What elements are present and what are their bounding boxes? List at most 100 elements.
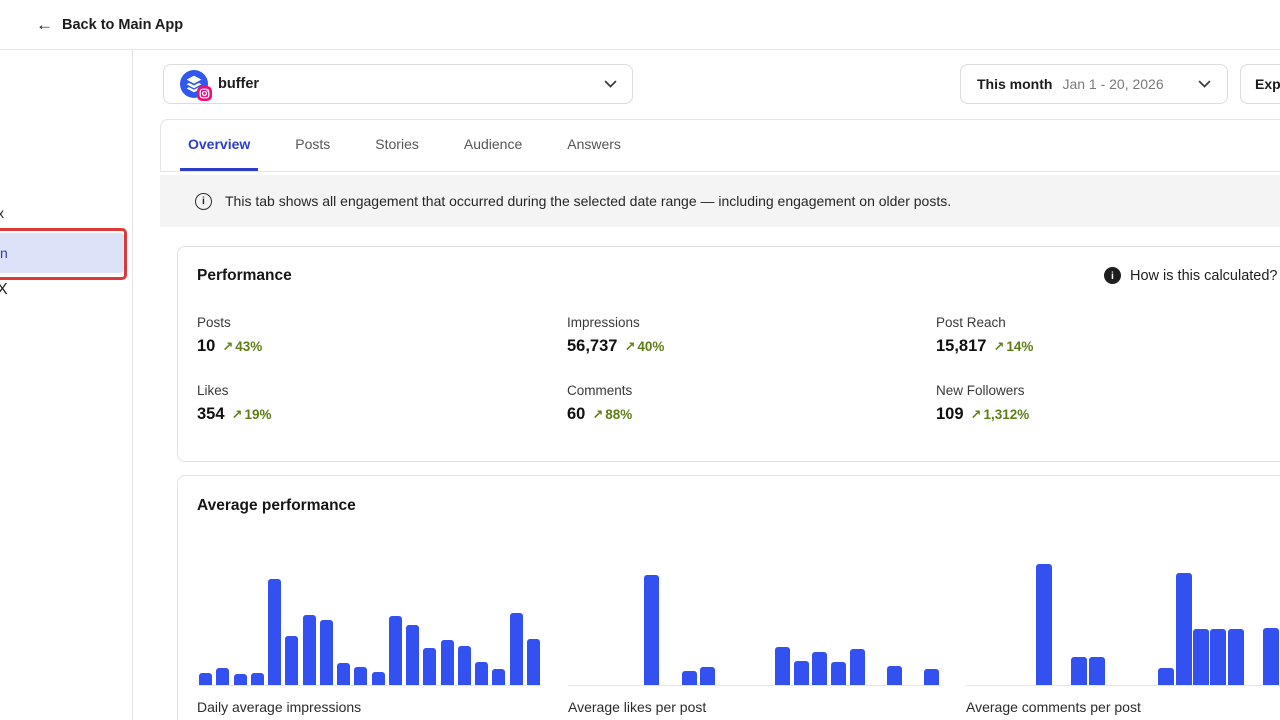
sidebar-item-truncated-top[interactable]: x — [0, 205, 4, 221]
bar-slot — [966, 561, 983, 685]
bar-slot — [1157, 561, 1175, 685]
bar-slot — [587, 561, 606, 685]
bar[interactable] — [371, 672, 385, 685]
trend-up-icon: ↗ — [993, 339, 1005, 354]
bar[interactable] — [354, 667, 368, 685]
bar[interactable] — [319, 620, 333, 685]
bar[interactable] — [440, 640, 454, 685]
bar[interactable] — [526, 639, 540, 685]
date-range-value: Jan 1 - 20, 2026 — [1062, 76, 1164, 92]
bar[interactable] — [423, 648, 437, 685]
bar[interactable] — [812, 652, 828, 685]
bar[interactable] — [475, 662, 489, 685]
bar[interactable] — [1036, 564, 1053, 685]
bar[interactable] — [250, 673, 264, 685]
performance-title: Performance — [197, 267, 292, 284]
metric-value: 109 — [936, 405, 964, 423]
metric-label: Post Reach — [936, 315, 1006, 330]
date-range-selector[interactable]: This month Jan 1 - 20, 2026 — [960, 64, 1228, 104]
bar-slot — [352, 561, 369, 685]
bar[interactable] — [406, 625, 420, 685]
bar[interactable] — [700, 667, 716, 685]
bar[interactable] — [831, 662, 847, 685]
bar-slot — [266, 561, 283, 685]
bar-slot — [335, 561, 352, 685]
bar-slot — [680, 561, 699, 685]
content-header: buffer This month Jan 1 - 20, 2026 Expor… — [133, 50, 1280, 119]
trend-up-icon: ↗ — [970, 407, 982, 422]
chart-title: Average comments per post — [966, 699, 1141, 715]
bar-slot — [848, 561, 867, 685]
bar[interactable] — [492, 669, 506, 685]
bar[interactable] — [924, 669, 940, 685]
bar-slot — [867, 561, 886, 685]
metric-value: 15,817 — [936, 337, 987, 355]
metric-comments: Comments 60 ↗ 88% — [567, 383, 936, 424]
bar[interactable] — [1262, 628, 1279, 685]
bar-slot — [232, 561, 249, 685]
bar[interactable] — [1175, 573, 1192, 685]
metric-change: 40% — [637, 339, 665, 354]
bar-slot — [922, 561, 941, 685]
metric-posts: Posts 10 ↗ 43% — [197, 315, 567, 356]
sidebar-item-selected[interactable]: n — [0, 233, 127, 273]
bar[interactable] — [457, 646, 471, 685]
bar[interactable] — [681, 671, 697, 685]
charts-row: Daily average impressions Average likes … — [197, 561, 1280, 715]
metric-change: 19% — [244, 407, 272, 422]
bar-slot — [456, 561, 473, 685]
back-arrow-icon: ← — [36, 15, 53, 34]
bar[interactable] — [849, 649, 865, 685]
tab-answers[interactable]: Answers — [567, 136, 621, 152]
bar[interactable] — [793, 661, 809, 685]
bar-slot — [301, 561, 318, 685]
app-shell: x n X Channels — [0, 50, 1280, 720]
how-is-this-calculated-link[interactable]: i How is this calculated? — [1104, 267, 1278, 284]
bar-slot — [755, 561, 774, 685]
sidebar: x n X Channels — [0, 50, 133, 720]
metric-value: 60 — [567, 405, 586, 423]
bar[interactable] — [302, 615, 316, 685]
chevron-down-icon — [1198, 80, 1211, 88]
bar[interactable] — [216, 668, 230, 685]
chart-average-comments-per-post: Average comments per post — [966, 561, 1280, 715]
main-content: buffer This month Jan 1 - 20, 2026 Expor… — [133, 50, 1280, 720]
chart-title: Average likes per post — [568, 699, 707, 715]
bar[interactable] — [1210, 629, 1227, 685]
bar[interactable] — [1227, 629, 1244, 685]
tab-audience[interactable]: Audience — [463, 136, 523, 152]
bar-slot — [717, 561, 736, 685]
tab-stories[interactable]: Stories — [375, 136, 419, 152]
trend-up-icon: ↗ — [624, 339, 636, 354]
bar[interactable] — [886, 666, 902, 685]
chart-daily-average-impressions: Daily average impressions — [197, 561, 542, 715]
export-button[interactable]: Export — [1240, 64, 1280, 104]
bar-slot — [1140, 561, 1157, 685]
bar[interactable] — [1192, 629, 1209, 685]
channel-selector-dropdown[interactable]: buffer — [163, 64, 633, 104]
bar[interactable] — [199, 673, 213, 685]
metrics-grid: Posts 10 ↗ 43% Impressions 56,737 ↗ 40% — [197, 315, 1280, 424]
metric-change: 1,312% — [983, 407, 1030, 422]
back-to-main-app-link[interactable]: ← Back to Main App — [36, 16, 183, 33]
bar[interactable] — [1158, 668, 1175, 685]
bar[interactable] — [233, 674, 247, 685]
bar[interactable] — [268, 579, 282, 685]
bar[interactable] — [1071, 657, 1088, 685]
bar[interactable] — [285, 636, 299, 685]
bar-slot — [829, 561, 848, 685]
sidebar-item-truncated-bottom[interactable]: X — [0, 281, 8, 298]
metric-label: Likes — [197, 383, 229, 398]
tab-overview[interactable]: Overview — [180, 120, 259, 171]
bar[interactable] — [1088, 657, 1105, 685]
bar[interactable] — [775, 647, 791, 685]
tab-posts[interactable]: Posts — [295, 136, 331, 152]
bar[interactable] — [644, 575, 660, 685]
bar[interactable] — [388, 616, 402, 685]
metric-label: Posts — [197, 315, 231, 330]
bar[interactable] — [337, 663, 351, 685]
date-preset-label: This month — [977, 76, 1053, 92]
bar[interactable] — [509, 613, 523, 685]
bar-slot — [525, 561, 542, 685]
bar-slot — [1262, 561, 1279, 685]
